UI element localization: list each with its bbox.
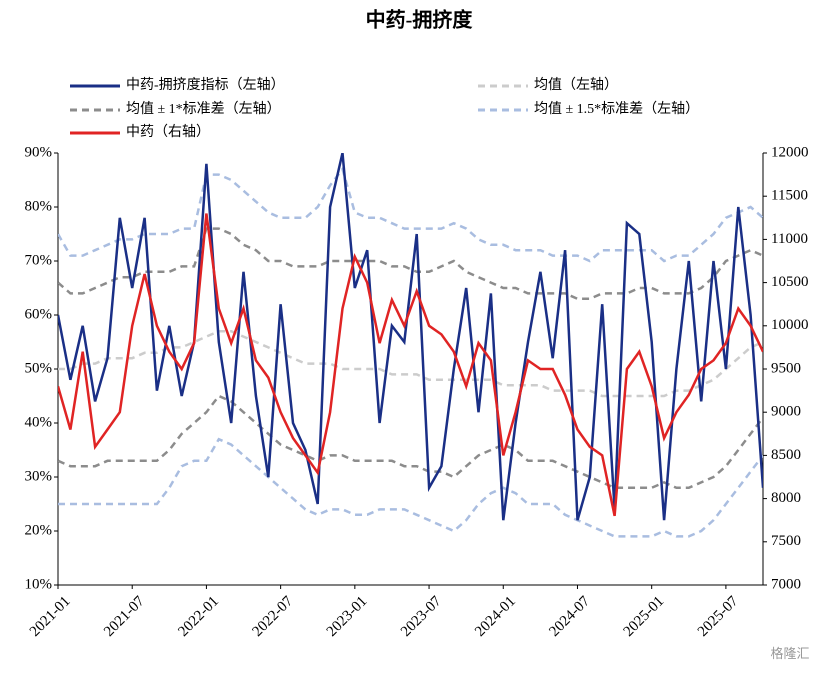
- watermark: 格隆汇: [770, 646, 809, 661]
- y2-tick-label: 10500: [771, 274, 809, 290]
- legend-label: 中药（右轴）: [126, 124, 210, 140]
- series-line: [58, 394, 763, 490]
- y2-tick-label: 8000: [771, 490, 801, 506]
- legend-label: 均值 ± 1.5*标准差（左轴）: [534, 101, 699, 117]
- y-tick-label: 10%: [25, 576, 53, 592]
- y-tick-label: 50%: [25, 360, 53, 376]
- x-tick-label: 2021-01: [27, 593, 74, 640]
- y-tick-label: 20%: [25, 522, 53, 538]
- y2-tick-label: 9000: [771, 404, 801, 420]
- series-line: [58, 329, 763, 398]
- x-tick-label: 2024-07: [546, 593, 593, 640]
- x-tick-label: 2022-01: [175, 593, 222, 640]
- chart-title: 中药-拥挤度: [366, 8, 474, 32]
- x-tick-label: 2024-01: [472, 593, 519, 640]
- y-tick-label: 70%: [25, 252, 53, 268]
- y2-tick-label: 8500: [771, 447, 801, 463]
- y2-tick-label: 11000: [771, 231, 808, 247]
- y-tick-label: 40%: [25, 414, 53, 430]
- series-line: [58, 166, 763, 263]
- y2-tick-label: 7500: [771, 533, 801, 549]
- series-line: [58, 153, 763, 521]
- y-tick-label: 80%: [25, 198, 53, 214]
- x-tick-label: 2025-07: [695, 593, 742, 640]
- y2-tick-label: 10000: [771, 317, 809, 333]
- x-tick-label: 2023-01: [324, 593, 371, 640]
- x-tick-label: 2021-07: [101, 593, 148, 640]
- y2-tick-label: 9500: [771, 360, 801, 376]
- y-tick-label: 60%: [25, 306, 53, 322]
- series-line: [58, 437, 763, 538]
- x-tick-label: 2025-01: [621, 593, 668, 640]
- legend-label: 均值（左轴）: [534, 77, 618, 93]
- y-tick-label: 30%: [25, 468, 53, 484]
- legend-label: 均值 ± 1*标准差（左轴）: [126, 101, 281, 117]
- series-line: [58, 213, 763, 517]
- y2-tick-label: 11500: [771, 188, 808, 204]
- y-tick-label: 90%: [25, 144, 53, 160]
- x-tick-label: 2022-07: [250, 593, 297, 640]
- x-tick-label: 2023-07: [398, 593, 445, 640]
- legend-label: 中药-拥挤度指标（左轴）: [126, 77, 285, 93]
- y2-tick-label: 7000: [771, 576, 801, 592]
- y2-tick-label: 12000: [771, 144, 809, 160]
